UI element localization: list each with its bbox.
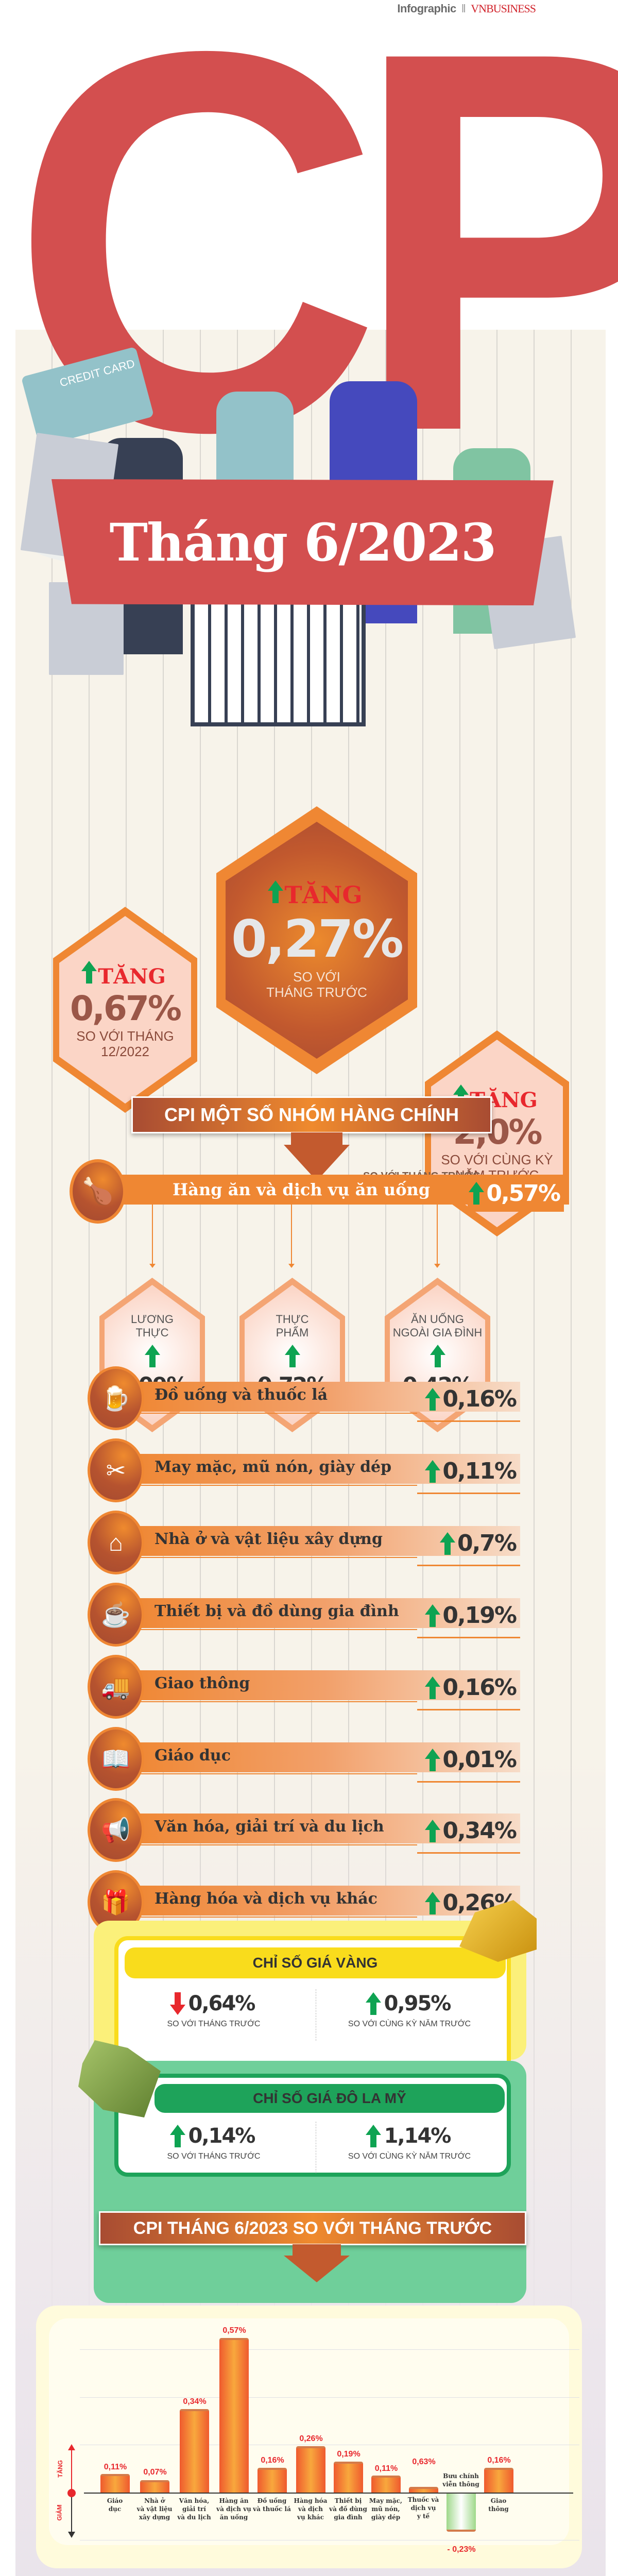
- up-arrow-icon: [428, 1820, 437, 1842]
- group-label: Thiết bị và đồ dùng gia đình: [154, 1602, 399, 1620]
- group-label: May mặc, mũ nón, giày dép: [154, 1458, 392, 1476]
- up-arrow-icon: [428, 1388, 437, 1411]
- kettle-icon: ☕: [88, 1583, 144, 1647]
- group-label: Văn hóa, giải trí và du lịch: [154, 1818, 384, 1836]
- group-label: Hàng hóa và dịch vụ khác: [154, 1890, 377, 1908]
- up-arrow-icon: [369, 2125, 378, 2147]
- connector-arrow: [434, 1198, 440, 1268]
- down-arrow-icon: [173, 1992, 182, 2015]
- gold-yoy-caption: SO VỚI CÙNG KỲ NĂM TRƯỚC: [348, 2020, 471, 2028]
- up-arrow-icon: [369, 1992, 378, 2015]
- group-label: Đồ uống và thuốc lá: [154, 1386, 328, 1404]
- stat-direction-label: TĂNG: [284, 881, 363, 909]
- group-label: Hàng ăn và dịch vụ ăn uống: [173, 1180, 431, 1199]
- up-arrow-icon: [428, 1892, 437, 1914]
- stat-direction-label: TĂNG: [98, 964, 166, 989]
- gold-index-title: CHỈ SỐ GIÁ VÀNG: [125, 1947, 506, 1978]
- brand-label: Infographic: [397, 2, 456, 15]
- megaphone-icon: 📢: [88, 1798, 144, 1862]
- stat-value: 0,27%: [231, 909, 404, 969]
- group-row: Đồ uống và thuốc lá 0,16% 🍺: [88, 1366, 520, 1430]
- up-arrow-icon: [173, 2125, 182, 2147]
- sub-label-2: PHẨM: [276, 1326, 309, 1339]
- brand-separator: ‖: [461, 2, 466, 15]
- gold-mom-caption: SO VỚI THÁNG TRƯỚC: [167, 2020, 261, 2028]
- usd-yoy-caption: SO VỚI CÙNG KỲ NĂM TRƯỚC: [348, 2152, 471, 2161]
- up-arrow-icon: [428, 1604, 437, 1627]
- sub-label-1: LƯƠNG: [131, 1312, 174, 1326]
- section-title-text: CPI THÁNG 6/2023 SO VỚI THÁNG TRƯỚC: [133, 2218, 492, 2238]
- usd-index-title: CHỈ SỐ GIÁ ĐÔ LA MỸ: [154, 2084, 505, 2113]
- up-arrow-icon: [433, 1345, 442, 1367]
- up-arrow-icon: [428, 1460, 437, 1483]
- sub-label-1: THỰC: [276, 1312, 309, 1326]
- connector-arrow: [288, 1198, 295, 1268]
- group-label: Nhà ở và vật liệu xây dựng: [154, 1530, 383, 1548]
- usd-mom-value: 0,14%: [188, 2124, 256, 2148]
- stat-caption-1: SO VỚI: [293, 969, 340, 985]
- group-row: Văn hóa, giải trí và du lịch 0,34% 📢: [88, 1798, 520, 1862]
- up-arrow-icon: [443, 1532, 452, 1555]
- group-row-food: Hàng ăn và dịch vụ ăn uống 0,57%: [121, 1175, 569, 1212]
- group-value: 0,19%: [428, 1602, 517, 1629]
- gold-mom-value: 0,64%: [188, 1992, 256, 2015]
- group-label: Giao thông: [154, 1674, 250, 1692]
- shopping-cart-icon: [191, 603, 366, 726]
- up-arrow-icon: [84, 961, 94, 984]
- ribbon-arrow-stem: [291, 1132, 342, 1146]
- connector-arrow: [149, 1198, 156, 1268]
- group-value: 0,7%: [443, 1530, 517, 1556]
- stat-caption-1: SO VỚI THÁNG: [76, 1028, 174, 1044]
- sub-label-1: ĂN UỐNG: [411, 1312, 464, 1326]
- stat-caption-1: SO VỚI CÙNG KỲ: [441, 1151, 553, 1167]
- stat-caption-2: THÁNG TRƯỚC: [266, 985, 367, 1000]
- month-banner: Tháng 6/2023: [52, 479, 554, 605]
- usd-mom-caption: SO VỚI THÁNG TRƯỚC: [167, 2152, 261, 2161]
- section-title-groups: CPI MỘT SỐ NHÓM HÀNG CHÍNH: [131, 1096, 492, 1133]
- drinks-icon: 🍺: [88, 1366, 144, 1430]
- gold-yoy-value: 0,95%: [384, 1992, 452, 2015]
- group-value: 0,34%: [428, 1818, 517, 1844]
- group-row: May mặc, mũ nón, giày dép 0,11% ✂: [88, 1438, 520, 1502]
- stat-mom: TĂNG 0,27% SO VỚI THÁNG TRƯỚC: [216, 806, 417, 1074]
- section-title-text: CPI MỘT SỐ NHÓM HÀNG CHÍNH: [164, 1104, 459, 1125]
- sub-label-2: NGOÀI GIA ĐÌNH: [392, 1326, 483, 1339]
- group-value: 0,11%: [428, 1458, 517, 1484]
- gold-index-card: CHỈ SỐ GIÁ VÀNG 0,64% SO VỚI THÁNG TRƯỚC…: [94, 1900, 537, 2134]
- up-arrow-icon: [472, 1182, 481, 1205]
- sewing-machine-icon: ✂: [88, 1438, 144, 1502]
- stat-value: 0,67%: [70, 988, 182, 1028]
- group-row: Thiết bị và đồ dùng gia đình 0,19% ☕: [88, 1583, 520, 1647]
- up-arrow-icon: [148, 1345, 157, 1367]
- group-row: Nhà ở và vật liệu xây dựng 0,7% ⌂: [88, 1511, 520, 1574]
- up-arrow-icon: [428, 1749, 437, 1771]
- food-cloche-icon: 🍗: [70, 1159, 126, 1224]
- group-row: Giáo dục 0,01% 📖: [88, 1727, 520, 1791]
- up-arrow-icon: [288, 1345, 297, 1367]
- usd-yoy-value: 1,14%: [384, 2124, 452, 2148]
- group-value: 0,01%: [428, 1747, 517, 1773]
- up-arrow-icon: [428, 1676, 437, 1699]
- header-brand: Infographic ‖ VNBUSINESS: [397, 2, 536, 15]
- book-icon: 📖: [88, 1727, 144, 1791]
- up-arrow-icon: [271, 880, 280, 903]
- group-value: 0,57%: [468, 1175, 564, 1212]
- sub-label-2: THỰC: [135, 1326, 169, 1339]
- usd-index-card: CHỈ SỐ GIÁ ĐÔ LA MỸ 0,14% SO VỚI THÁNG T…: [78, 2040, 526, 2303]
- stat-ytd: TĂNG 0,67% SO VỚI THÁNG 12/2022: [53, 907, 197, 1113]
- stat-caption-2: 12/2022: [101, 1043, 149, 1059]
- group-row: Giao thông 0,16% 🚚: [88, 1655, 520, 1719]
- group-value: 0,16%: [428, 1674, 517, 1701]
- truck-icon: 🚚: [88, 1655, 144, 1719]
- group-value: 0,16%: [428, 1386, 517, 1412]
- section-title-chart: CPI THÁNG 6/2023 SO VỚI THÁNG TRƯỚC: [99, 2211, 526, 2245]
- brand-name: VNBUSINESS: [471, 2, 536, 15]
- house-icon: ⌂: [88, 1511, 144, 1574]
- group-label: Giáo dục: [154, 1747, 231, 1765]
- group-row: Hàng hóa và dịch vụ khác 0,26% 🎁: [88, 1870, 520, 1934]
